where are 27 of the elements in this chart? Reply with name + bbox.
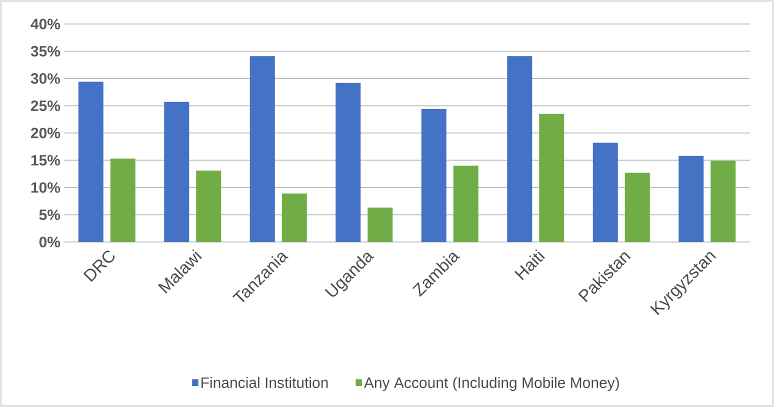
bar	[624, 172, 650, 242]
y-tick-label: 15%	[31, 154, 60, 166]
bar	[164, 102, 190, 242]
y-tick-label: 30%	[30, 73, 60, 84]
y-tick-label: 0%	[39, 236, 60, 248]
bar	[196, 170, 222, 242]
bar	[421, 109, 446, 242]
y-tick-label: 5%	[39, 209, 60, 220]
legend-label: Financial Institution	[202, 376, 328, 388]
bar	[250, 56, 275, 242]
y-tick-label: 35%	[30, 46, 60, 57]
bar	[592, 142, 618, 242]
bar	[678, 156, 704, 242]
bar	[282, 193, 307, 242]
legend-label: Any Account (Including Mobile Money)	[364, 376, 619, 391]
bar	[78, 82, 104, 242]
y-tick-label: 10%	[31, 182, 60, 193]
bar	[507, 56, 532, 242]
y-tick-label: 40%	[30, 18, 60, 30]
bar	[336, 82, 361, 242]
bar	[453, 166, 478, 242]
bar	[368, 208, 393, 242]
y-tick-label: 25%	[30, 100, 60, 112]
y-tick-label: 20%	[30, 128, 60, 138]
bar	[539, 114, 564, 242]
bar	[110, 158, 136, 242]
bar	[710, 160, 736, 242]
